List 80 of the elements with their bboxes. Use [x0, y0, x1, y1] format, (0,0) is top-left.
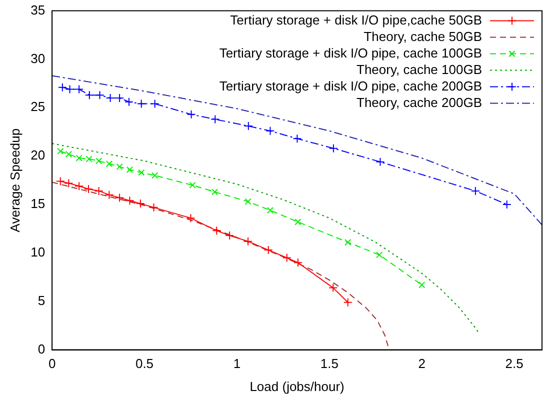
point — [58, 82, 67, 92]
x-tick-label: 2.5 — [505, 356, 524, 372]
x-axis-title: Load (jobs/hour) — [250, 378, 344, 394]
y-tick-label: 5 — [38, 292, 46, 308]
line-series — [52, 142, 480, 334]
point — [84, 90, 94, 100]
point — [94, 186, 104, 196]
point — [293, 258, 302, 268]
x-tick-label: 1.5 — [320, 356, 338, 372]
point — [264, 246, 273, 255]
point — [74, 84, 84, 94]
point — [189, 182, 196, 188]
point — [244, 236, 253, 246]
point — [116, 163, 123, 170]
point — [282, 253, 292, 262]
point — [149, 202, 158, 212]
point — [125, 196, 134, 206]
point — [418, 282, 426, 288]
point — [95, 90, 104, 100]
y-tick-label: 15 — [30, 196, 46, 212]
point — [136, 99, 146, 108]
point — [186, 110, 196, 119]
point — [84, 184, 93, 194]
point — [115, 93, 124, 102]
point — [74, 182, 84, 191]
point — [376, 252, 383, 258]
legend-label: Tertiary storage + disk I/O pipe, cache 200GB — [219, 78, 482, 94]
point — [126, 166, 134, 173]
point — [96, 158, 102, 164]
point — [344, 238, 352, 246]
point — [328, 283, 338, 292]
point — [86, 156, 92, 162]
point — [292, 134, 302, 144]
point — [266, 126, 275, 136]
x-tick-label: 2 — [418, 356, 426, 372]
legend-label: Tertiary storage + disk I/O pipe, cache 100GB — [219, 45, 482, 60]
legend-label: Theory, cache 50GB — [364, 28, 482, 44]
point — [150, 99, 160, 108]
y-tick-label: 25 — [30, 99, 46, 114]
point — [294, 218, 302, 226]
point — [138, 169, 145, 176]
y-tick-label: 35 — [30, 2, 46, 18]
point — [152, 172, 158, 179]
point — [136, 199, 145, 208]
point — [210, 114, 220, 124]
point — [244, 122, 253, 131]
point — [115, 193, 124, 202]
y-tick-label: 20 — [30, 148, 46, 163]
legend-label: Theory, cache 100GB — [356, 62, 482, 77]
point — [65, 150, 72, 158]
point — [244, 198, 252, 205]
line-series — [52, 75, 542, 226]
point — [225, 231, 234, 240]
point — [376, 157, 385, 166]
point — [124, 97, 134, 106]
point — [343, 298, 352, 307]
point — [328, 144, 338, 153]
point — [266, 207, 274, 214]
point — [186, 214, 196, 223]
x-tick-label: 0.5 — [135, 356, 154, 372]
y-tick-label: 30 — [30, 50, 46, 66]
point — [211, 188, 218, 196]
legend-label: Tertiary storage + disk I/O pipe,cache 50GB — [230, 12, 482, 28]
point — [106, 160, 113, 168]
point — [470, 186, 480, 196]
point — [212, 226, 222, 236]
x-tick-label: 1 — [233, 356, 241, 372]
y-tick-label: 10 — [30, 244, 46, 260]
line-series — [52, 182, 390, 348]
y-axis-title: Average Speedup — [7, 128, 22, 232]
legend-label: Theory, cache 200GB — [356, 94, 482, 110]
point — [76, 154, 82, 162]
x-tick-label: 0 — [48, 356, 56, 372]
point — [104, 190, 114, 200]
point — [65, 84, 74, 94]
point — [64, 178, 74, 188]
point — [502, 200, 512, 210]
point — [56, 176, 65, 186]
y-tick-label: 0 — [38, 341, 46, 356]
point — [57, 148, 64, 155]
